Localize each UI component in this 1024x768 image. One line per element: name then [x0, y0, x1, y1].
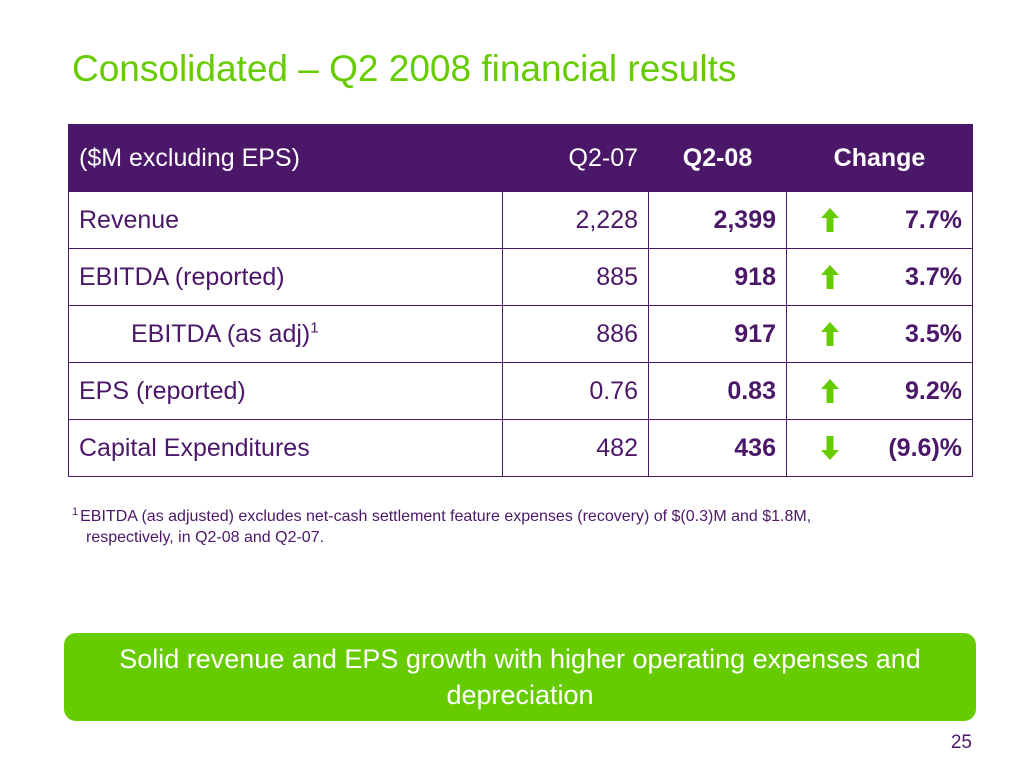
table-row-revenue: Revenue 2,228 2,399 7.7% [68, 191, 973, 249]
table-row-ebitda-adjusted: EBITDA (as adj)1 886 917 3.5% [68, 305, 973, 363]
row-q2-07-value: 885 [502, 248, 649, 306]
row-label-text: Revenue [79, 205, 180, 234]
row-change-value: 9.2% [905, 376, 962, 405]
table-header-row: ($M excluding EPS) Q2-07 Q2-08 Change [68, 124, 973, 192]
row-label-text: Capital Expenditures [79, 433, 310, 462]
row-label: Revenue [68, 191, 503, 249]
row-q2-08-value: 918 [648, 248, 787, 306]
summary-banner: Solid revenue and EPS growth with higher… [64, 633, 976, 721]
header-q2-07: Q2-07 [502, 124, 649, 192]
row-change-cell: 9.2% [786, 362, 973, 420]
row-change-cell: 3.5% [786, 305, 973, 363]
row-change-cell: 7.7% [786, 191, 973, 249]
row-q2-08-value: 436 [648, 419, 787, 477]
row-label-text: EBITDA (as adj) [131, 319, 311, 348]
row-change-value: 3.5% [905, 319, 962, 348]
footnote-line-1: EBITDA (as adjusted) excludes net-cash s… [80, 508, 812, 525]
row-q2-08-value: 917 [648, 305, 787, 363]
arrow-up-icon [821, 208, 839, 232]
row-label: EBITDA (reported) [68, 248, 503, 306]
summary-banner-text: Solid revenue and EPS growth with higher… [119, 644, 921, 710]
footnote-mark: 1 [72, 505, 79, 518]
row-q2-08-value: 0.83 [648, 362, 787, 420]
row-label: EPS (reported) [68, 362, 503, 420]
arrow-down-icon [821, 436, 839, 460]
row-q2-08-value: 2,399 [648, 191, 787, 249]
row-label: EBITDA (as adj)1 [68, 305, 503, 363]
row-change-value: (9.6)% [888, 433, 962, 462]
footnote-reference: 1 [310, 319, 319, 337]
arrow-up-icon [821, 379, 839, 403]
row-change-cell: (9.6)% [786, 419, 973, 477]
slide-title: Consolidated – Q2 2008 financial results [72, 48, 737, 89]
table-row-capital-expenditures: Capital Expenditures 482 436 (9.6)% [68, 419, 973, 477]
footnote: 1 EBITDA (as adjusted) excludes net-cash … [72, 506, 952, 548]
page-number: 25 [950, 732, 972, 753]
row-label: Capital Expenditures [68, 419, 503, 477]
row-label-text: EPS (reported) [79, 376, 246, 405]
row-change-value: 3.7% [905, 262, 962, 291]
header-change: Change [786, 124, 973, 192]
row-q2-07-value: 0.76 [502, 362, 649, 420]
row-change-cell: 3.7% [786, 248, 973, 306]
table-row-eps-reported: EPS (reported) 0.76 0.83 9.2% [68, 362, 973, 420]
arrow-up-icon [821, 322, 839, 346]
row-q2-07-value: 2,228 [502, 191, 649, 249]
arrow-up-icon [821, 265, 839, 289]
financial-results-table: ($M excluding EPS) Q2-07 Q2-08 Change Re… [68, 124, 973, 477]
row-change-value: 7.7% [905, 205, 962, 234]
footnote-line-2: respectively, in Q2-08 and Q2-07. [86, 529, 325, 546]
row-q2-07-value: 886 [502, 305, 649, 363]
table-row-ebitda-reported: EBITDA (reported) 885 918 3.7% [68, 248, 973, 306]
row-label-text: EBITDA (reported) [79, 262, 285, 291]
header-label: ($M excluding EPS) [68, 124, 503, 192]
row-q2-07-value: 482 [502, 419, 649, 477]
header-q2-08: Q2-08 [648, 124, 787, 192]
